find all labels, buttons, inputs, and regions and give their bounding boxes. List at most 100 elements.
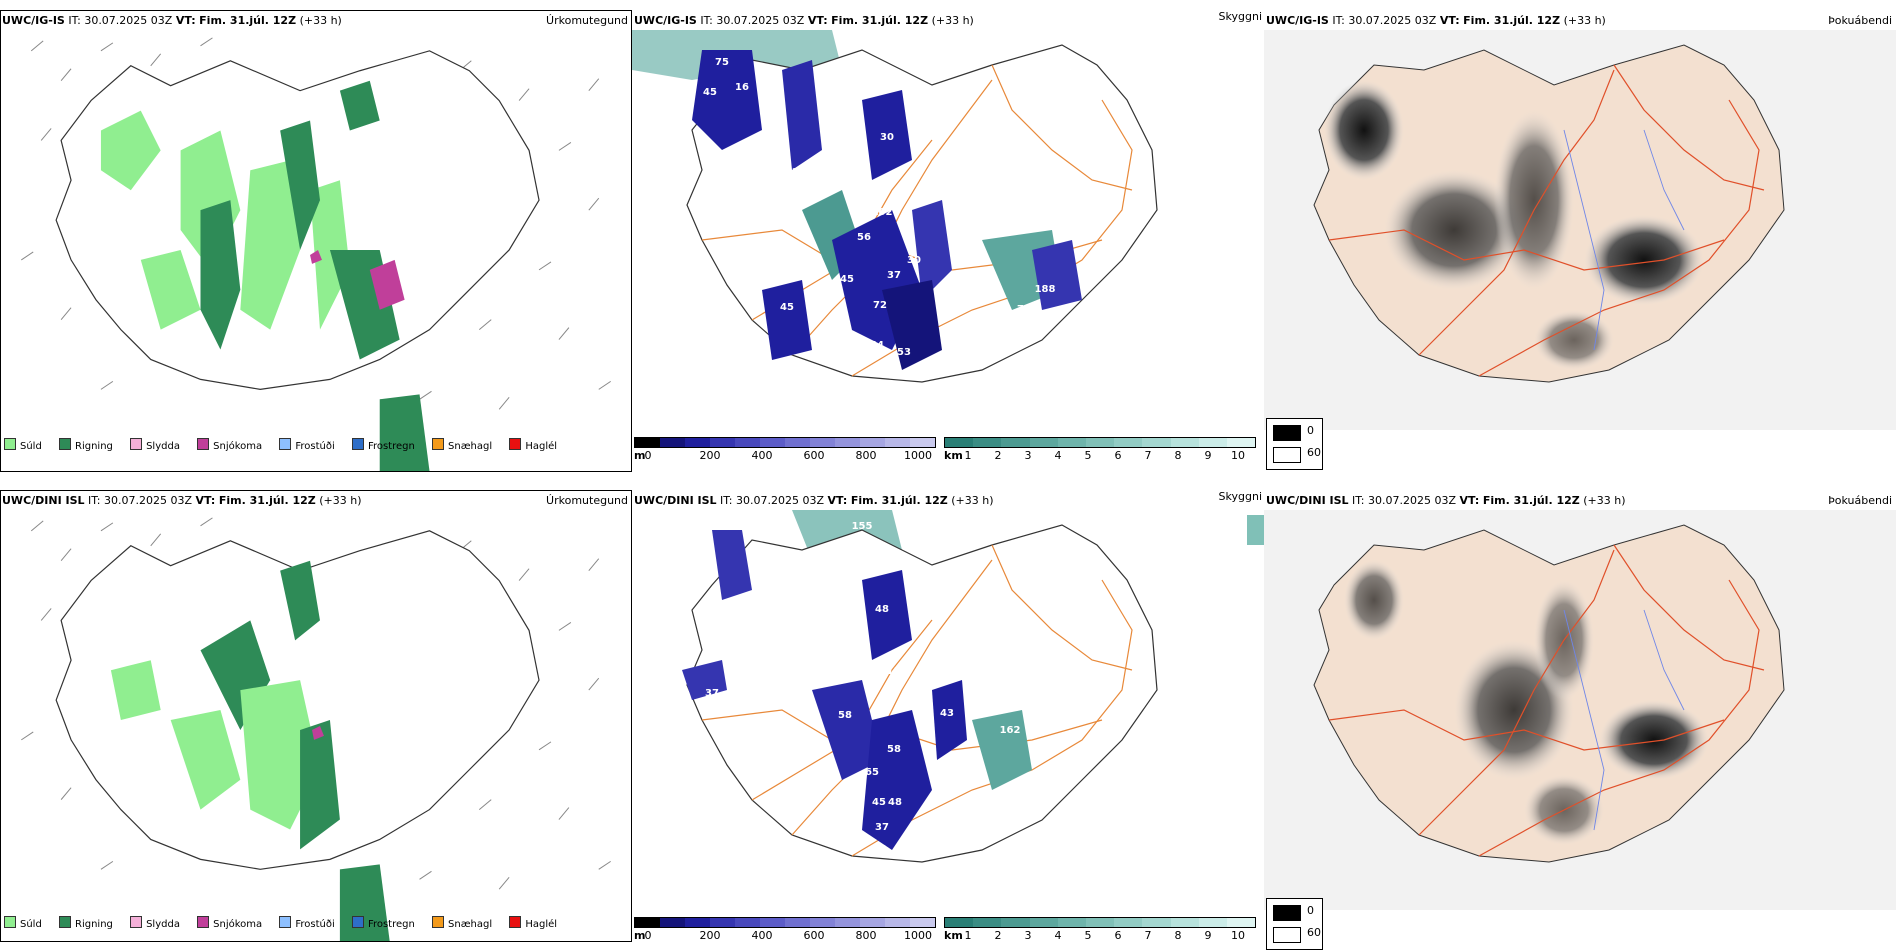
ceiling-tick: 1000 [904, 929, 932, 942]
valid-time: Fim. 31.júl. 12Z [831, 14, 929, 27]
fog-map-top [1264, 30, 1896, 430]
ceiling-colorbar-cells [634, 917, 936, 928]
precip-map-bottom [0, 490, 632, 942]
init-time: IT: 30.07.2025 03Z [68, 14, 173, 27]
fog-key-dark-swatch [1273, 425, 1301, 441]
ceiling-label: 72 [873, 300, 887, 311]
legend-label: Frostúði [295, 919, 335, 930]
visibility-tick: 6 [1114, 929, 1122, 942]
legend-label: Snæhagl [448, 441, 493, 452]
ceiling-label: 52 [785, 167, 799, 178]
ceiling-label: 155 [852, 521, 873, 532]
legend-swatch [130, 438, 143, 450]
ceiling-label: 65 [865, 767, 879, 778]
ceiling-tick: 200 [699, 449, 721, 462]
legend-swatch [279, 916, 292, 928]
precip-type-panel-bottom: UWC/DINI ISL IT: 30.07.2025 03Z VT: Fim.… [0, 490, 632, 952]
ceiling-label: 30 [880, 132, 894, 143]
legend-label: Frostúði [295, 441, 335, 452]
legend-item: Súld [4, 916, 42, 934]
ceiling-label: 37 [705, 688, 719, 699]
lead-time: (+33 h) [319, 494, 362, 507]
legend-item: Slydda [130, 438, 180, 456]
legend-label: Rigning [75, 919, 113, 930]
ceiling-label: 36 [895, 844, 909, 855]
legend-item: Haglél [509, 916, 557, 934]
legend-swatch [432, 916, 445, 928]
ceiling-label: 52 [873, 844, 887, 855]
ceiling-label: 48 [888, 797, 902, 808]
precip-map-top [0, 10, 632, 472]
legend-swatch [509, 916, 522, 928]
valid-time: Fim. 31.júl. 12Z [218, 494, 316, 507]
visibility-tick: 10 [1231, 929, 1245, 942]
model-name: UWC/DINI ISL [1266, 494, 1349, 507]
legend-swatch [4, 916, 16, 928]
legend-label: Rigning [75, 441, 113, 452]
ceiling-label: 58 [838, 710, 852, 721]
panel-header: UWC/DINI ISL IT: 30.07.2025 03Z VT: Fim.… [0, 490, 630, 510]
ceiling-label: 53 [897, 347, 911, 358]
legend-swatch [432, 438, 445, 450]
ceiling-label: 48 [875, 604, 889, 615]
precip-legend: Súld Rigning Slydda Snjókoma Frostúði Fr… [4, 916, 571, 934]
legend-label: Snæhagl [448, 919, 493, 930]
visibility-tick: 2 [994, 449, 1002, 462]
precip-type-panel-top: UWC/IG-IS IT: 30.07.2025 03Z VT: Fim. 31… [0, 10, 632, 472]
init-time: IT: 30.07.2025 03Z [700, 14, 805, 27]
visibility-tick: 2 [994, 929, 1002, 942]
model-name: UWC/DINI ISL [2, 494, 85, 507]
fog-key-dark-label: 0 [1307, 424, 1314, 437]
lead-time: (+33 h) [1563, 14, 1606, 27]
ceiling-tick: 0 [644, 449, 652, 462]
legend-item: Haglél [509, 438, 557, 456]
ceiling-fields [692, 50, 1082, 370]
ceiling-label: 43 [940, 708, 954, 719]
visibility-tick: 8 [1174, 449, 1182, 462]
panel-title: Skyggni [1218, 10, 1262, 23]
ceiling-tick: 1000 [904, 449, 932, 462]
ceiling-label: 102 [872, 207, 893, 218]
panel-header: UWC/IG-IS IT: 30.07.2025 03Z VT: Fim. 31… [1264, 10, 1894, 30]
ceiling-label: 30 [907, 255, 921, 266]
visibility-tick: 5 [1084, 929, 1092, 942]
fog-key-light-label: 60 [1307, 926, 1321, 939]
ceiling-label: 37 [875, 822, 889, 833]
ceiling-tick: 600 [803, 929, 825, 942]
ceiling-label: 35 [875, 382, 889, 393]
legend-swatch [351, 438, 364, 450]
valid-time-label: VT: [827, 494, 848, 507]
road-network [701, 544, 1133, 857]
ceiling-label: 34 [900, 384, 914, 395]
ceiling-label: 77 [1017, 304, 1031, 315]
fog-map-bottom [1264, 510, 1896, 910]
ceiling-label: 44 [870, 340, 884, 351]
legend-label: Slydda [146, 919, 180, 930]
fog-shading [1324, 80, 1704, 370]
legend-item: Frostúði [279, 916, 335, 934]
wind-barbs [21, 517, 611, 890]
ceiling-unit: m [634, 449, 646, 462]
legend-swatch [59, 438, 71, 450]
legend-swatch [351, 916, 364, 928]
valid-time-label: VT: [175, 14, 196, 27]
visibility-unit: km [944, 929, 963, 942]
visibility-colorbar: km 1 2 3 4 5 6 7 8 9 10 [944, 917, 1256, 943]
valid-time: Fim. 31.júl. 12Z [199, 14, 297, 27]
legend-swatch [4, 438, 16, 450]
visibility-tick: 1 [964, 449, 972, 462]
valid-time-label: VT: [807, 14, 828, 27]
visibility-tick: 3 [1024, 929, 1032, 942]
legend-item: Frostúði [279, 438, 335, 456]
legend-item: Frostregn [351, 916, 415, 934]
legend-label: Snjókoma [213, 919, 263, 930]
model-name: UWC/IG-IS [1266, 14, 1329, 27]
legend-item: Frostregn [351, 438, 415, 456]
fog-rivers [1563, 129, 1685, 351]
legend-swatch [509, 438, 522, 450]
visibility-tick: 7 [1144, 449, 1152, 462]
ceiling-label: 37 [887, 270, 901, 281]
panel-header: UWC/DINI ISL IT: 30.07.2025 03Z VT: Fim.… [632, 490, 1262, 510]
ceiling-label: 61 [745, 142, 759, 153]
legend-label: Súld [20, 919, 42, 930]
